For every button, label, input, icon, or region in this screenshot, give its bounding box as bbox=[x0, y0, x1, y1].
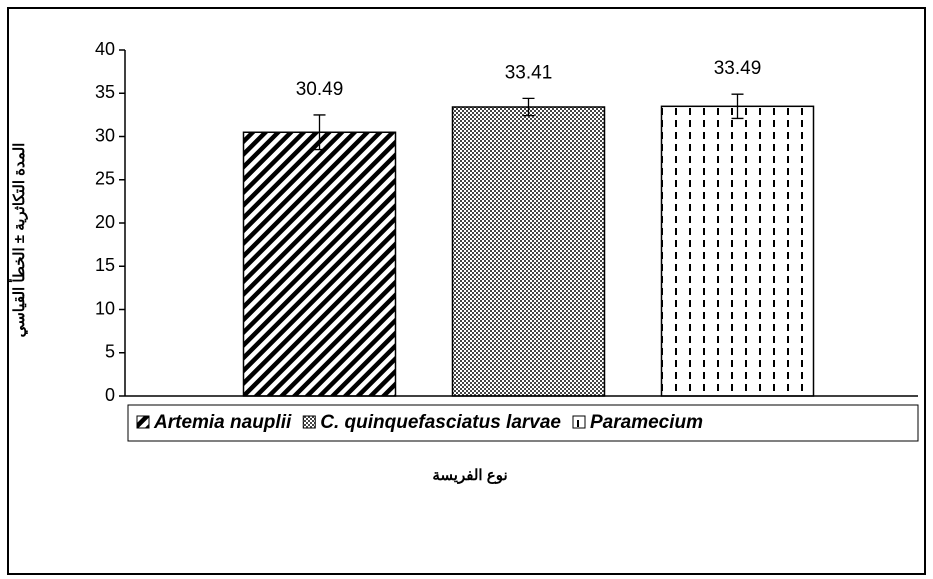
x-axis-title: نوع الفريسة bbox=[432, 467, 507, 484]
legend-label: C. quinquefasciatus larvae bbox=[320, 412, 561, 433]
legend-label: Paramecium bbox=[590, 412, 703, 433]
value-label: 33.41 bbox=[505, 62, 553, 83]
error-bar bbox=[313, 114, 326, 151]
y-tick-label: 40 bbox=[95, 39, 115, 59]
y-tick-label: 15 bbox=[95, 255, 115, 275]
y-tick-label: 35 bbox=[95, 82, 115, 102]
legend bbox=[127, 404, 919, 442]
bar bbox=[660, 105, 815, 397]
y-tick-label: 30 bbox=[95, 125, 115, 145]
y-axis-title: المدة التكاثرية ± الخطأ القياسي bbox=[8, 143, 29, 338]
value-label: 30.49 bbox=[296, 79, 344, 100]
y-tick-label: 25 bbox=[95, 169, 115, 189]
legend-label: Artemia nauplii bbox=[153, 412, 292, 433]
y-tick-label: 5 bbox=[105, 342, 115, 362]
y-tick-label: 0 bbox=[105, 385, 115, 405]
legend-swatch bbox=[302, 415, 316, 429]
legend-swatch bbox=[136, 415, 150, 429]
y-tick-label: 10 bbox=[95, 298, 115, 318]
bar bbox=[242, 131, 397, 397]
legend-swatch bbox=[572, 415, 586, 429]
error-bar bbox=[522, 97, 535, 117]
error-bar bbox=[731, 93, 744, 120]
y-tick-label: 20 bbox=[95, 212, 115, 232]
bar bbox=[451, 106, 606, 397]
value-label: 33.49 bbox=[714, 58, 762, 79]
